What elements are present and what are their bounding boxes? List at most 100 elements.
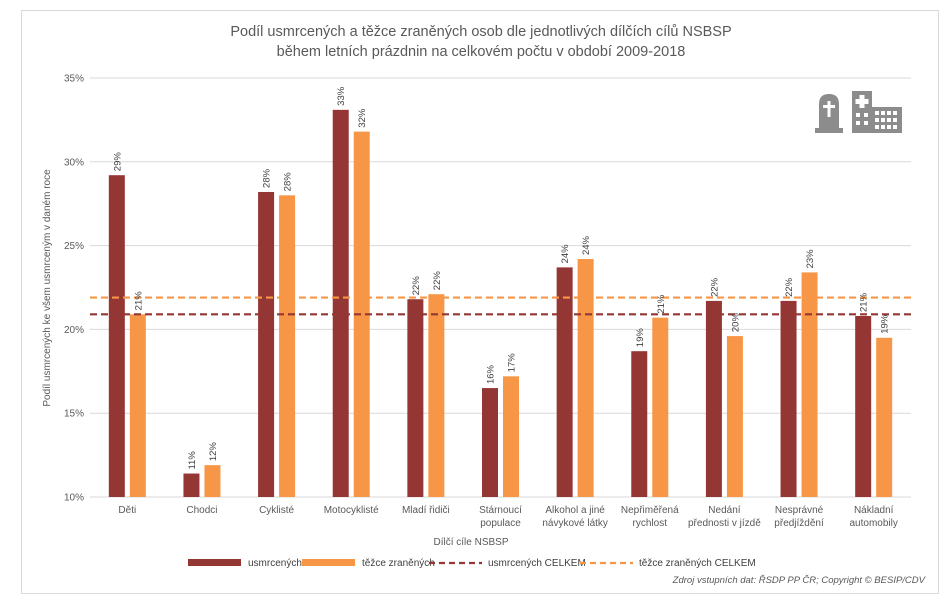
bar-deaths xyxy=(705,300,722,497)
y-tick-label: 20% xyxy=(64,325,84,336)
bar-deaths xyxy=(855,315,872,497)
reference-lines xyxy=(90,296,911,316)
data-label-injuries: 22% xyxy=(432,271,443,291)
data-labels: 29% 21% 11% 12% 28% 28% 33% 32% 22% 22% 16% 17% 24% 2… xyxy=(112,86,890,469)
x-category-label: Nákladní automobily xyxy=(850,505,898,529)
bar-injuries xyxy=(503,376,519,497)
chart-title: Podíl usmrcených a těžce zraněných osob … xyxy=(230,24,731,40)
chart-subtitle: během letních prázdnin na celkovém počtu… xyxy=(277,44,686,60)
x-category-line: populace xyxy=(480,518,521,529)
legend-swatch-deaths xyxy=(188,559,241,566)
grid-lines xyxy=(90,77,911,498)
data-label-injuries: 20% xyxy=(730,313,741,333)
bar-injuries xyxy=(726,336,743,497)
data-label-injuries: 24% xyxy=(581,235,592,255)
data-label-injuries: 17% xyxy=(507,353,518,373)
x-category-line: Nesprávné xyxy=(775,505,824,516)
x-category-label: Nedání přednosti v jízdě xyxy=(688,505,761,529)
bar-injuries xyxy=(428,294,445,497)
x-category-label: Cyklisté xyxy=(259,505,294,516)
y-tick-label: 10% xyxy=(64,493,84,504)
data-label-deaths: 22% xyxy=(784,277,795,297)
data-label-injuries: 19% xyxy=(880,314,891,334)
bar-injuries xyxy=(876,337,893,497)
data-label-deaths: 16% xyxy=(486,364,497,384)
legend: usmrcených těžce zraněných usmrcených CE… xyxy=(188,558,756,569)
data-label-injuries: 21% xyxy=(656,294,667,314)
data-label-deaths: 28% xyxy=(262,168,273,188)
data-label-deaths: 21% xyxy=(859,292,870,312)
x-category-label: Alkohol a jiné návykové látky xyxy=(542,505,608,529)
bar-deaths xyxy=(780,300,797,497)
data-label-injuries: 28% xyxy=(283,172,294,192)
x-category-label: Mladí řidiči xyxy=(402,505,450,516)
x-category-label: Chodci xyxy=(186,505,217,516)
y-axis-ticks: 10% 15% 20% 25% 30% 35% xyxy=(64,74,84,504)
data-label-deaths: 19% xyxy=(635,328,646,348)
x-axis-title: Dílčí cíle NSBSP xyxy=(433,537,508,548)
x-category-label: Nepřiměřená rychlost xyxy=(621,505,679,529)
x-category-line: předjíždění xyxy=(774,518,824,529)
data-label-deaths: 22% xyxy=(411,276,422,296)
bar-injuries xyxy=(353,131,370,497)
x-category-line: přednosti v jízdě xyxy=(688,518,761,529)
x-category-label: Motocyklisté xyxy=(324,505,379,516)
bar-injuries xyxy=(577,259,594,497)
hospital-icon xyxy=(852,91,902,133)
y-axis-title: Podíl usmrcených ke všem usmrceným v dan… xyxy=(42,169,53,407)
bar-injuries xyxy=(801,272,818,497)
bar-deaths xyxy=(332,109,349,498)
data-label-deaths: 11% xyxy=(187,451,198,470)
legend-swatch-injuries xyxy=(302,559,355,566)
data-label-deaths: 22% xyxy=(709,277,720,297)
tombstone-icon xyxy=(815,94,843,133)
data-label-deaths: 33% xyxy=(336,86,347,106)
x-axis-categories: Děti Chodci Cyklisté Motocyklisté Mladí řidi… xyxy=(118,505,897,529)
legend-label-injuries: těžce zraněných xyxy=(362,558,435,569)
bar-injuries xyxy=(204,465,221,497)
data-label-injuries: 21% xyxy=(133,291,144,311)
data-label-deaths: 24% xyxy=(560,244,571,264)
x-category-line: Nepřiměřená xyxy=(621,505,679,516)
data-label-injuries: 12% xyxy=(208,442,219,462)
y-tick-label: 35% xyxy=(64,74,84,85)
bars xyxy=(108,109,893,498)
x-category-label: Nesprávné předjíždění xyxy=(774,505,824,529)
legend-label-injuries-total: těžce zraněných CELKEM xyxy=(639,558,756,569)
data-label-injuries: 23% xyxy=(805,249,816,269)
x-category-label: Děti xyxy=(118,505,136,516)
x-category-line: Děti xyxy=(118,505,136,516)
bar-injuries xyxy=(652,317,669,497)
chart-frame: Podíl usmrcených a těžce zraněných osob … xyxy=(21,10,939,594)
bar-deaths xyxy=(108,175,125,497)
bar-injuries xyxy=(129,314,146,497)
y-tick-label: 15% xyxy=(64,409,84,420)
x-category-line: Stárnoucí xyxy=(479,505,522,516)
source-note: Zdroj vstupních dat: ŘSDP PP ČR; Copyrig… xyxy=(672,575,927,586)
x-category-line: Mladí řidiči xyxy=(402,505,450,516)
x-category-line: automobily xyxy=(850,518,898,529)
bar-deaths xyxy=(407,299,424,497)
x-category-line: Cyklisté xyxy=(259,505,294,516)
bar-deaths xyxy=(183,473,200,497)
x-category-line: rychlost xyxy=(633,518,668,529)
chart-svg: Podíl usmrcených a těžce zraněných osob … xyxy=(42,24,927,586)
legend-label-deaths: usmrcených xyxy=(248,558,302,569)
x-category-line: Motocyklisté xyxy=(324,505,379,516)
bar-deaths xyxy=(556,267,573,497)
x-category-line: Nákladní xyxy=(854,505,894,516)
data-label-injuries: 32% xyxy=(357,108,368,128)
y-tick-label: 30% xyxy=(64,157,84,168)
x-category-line: Chodci xyxy=(186,505,217,516)
bar-deaths xyxy=(482,388,498,497)
x-category-label: Stárnoucí populace xyxy=(479,505,522,529)
x-category-line: Alkohol a jiné xyxy=(545,505,605,516)
bar-deaths xyxy=(631,351,648,497)
legend-label-deaths-total: usmrcených CELKEM xyxy=(488,558,586,569)
x-category-line: návykové látky xyxy=(542,518,608,529)
x-category-line: Nedání xyxy=(708,505,740,516)
bar-injuries xyxy=(279,195,296,497)
bar-deaths xyxy=(258,191,275,497)
y-tick-label: 25% xyxy=(64,241,84,252)
data-label-deaths: 29% xyxy=(112,152,123,172)
